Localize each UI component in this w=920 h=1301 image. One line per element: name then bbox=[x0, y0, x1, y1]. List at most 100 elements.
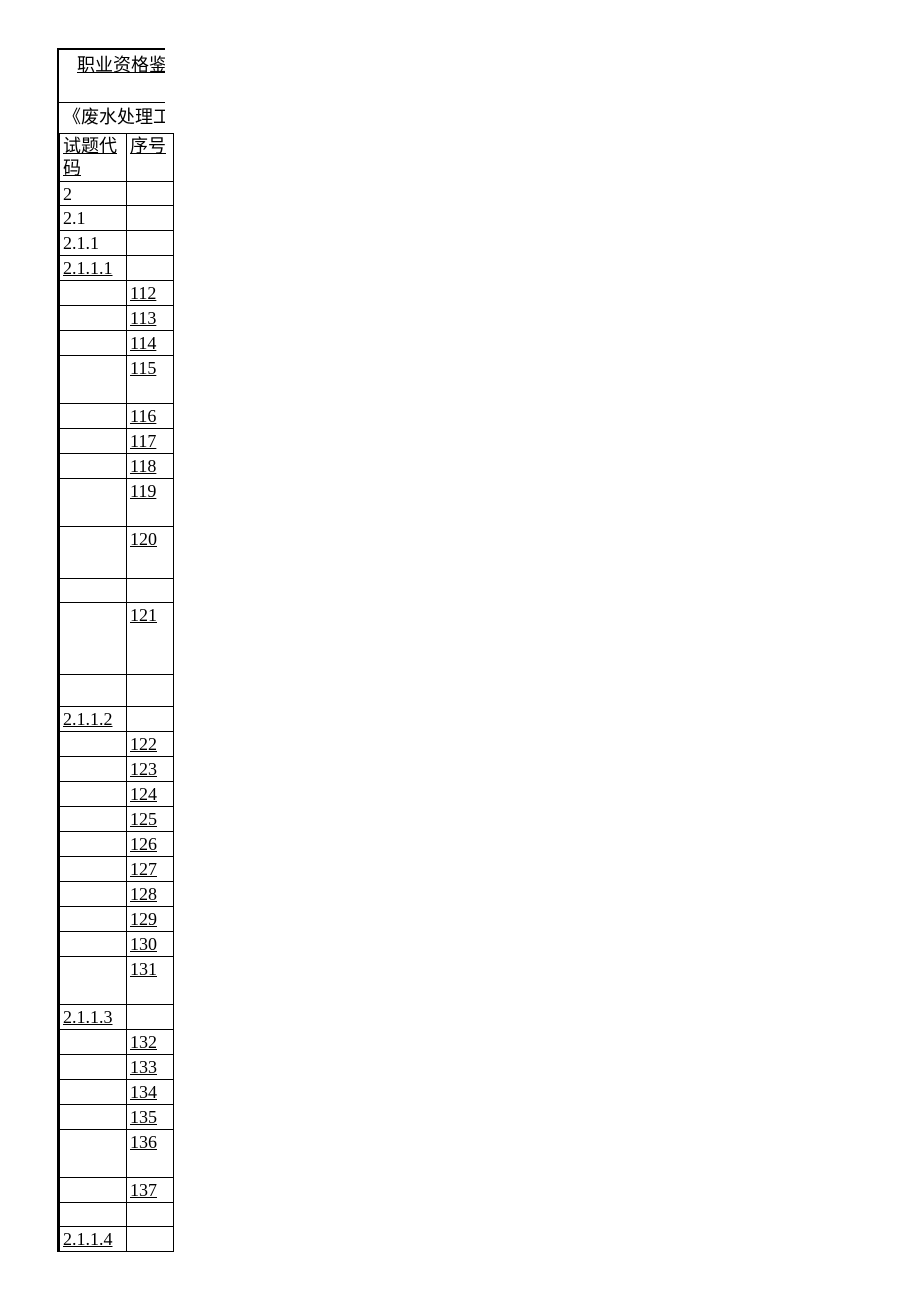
cell-seq: 121 bbox=[127, 603, 174, 675]
content-frame: 职业资格鉴 《废水处理工 试题代码 序号 22.12.1.12.1.1.1112… bbox=[57, 48, 165, 1252]
cell-code bbox=[60, 732, 127, 757]
table-row: 2.1.1.1 bbox=[60, 256, 174, 281]
cell-seq bbox=[127, 579, 174, 603]
table-row: 132 bbox=[60, 1030, 174, 1055]
cell-seq-text: 134 bbox=[130, 1082, 157, 1102]
cell-seq-text: 130 bbox=[130, 934, 157, 954]
table-row: 2.1.1.4 bbox=[60, 1227, 174, 1252]
col-header-seq-text: 序号 bbox=[130, 136, 166, 156]
cell-seq: 136 bbox=[127, 1130, 174, 1178]
cell-code bbox=[60, 882, 127, 907]
cell-code: 2.1.1.3 bbox=[60, 1005, 127, 1030]
cell-seq: 116 bbox=[127, 404, 174, 429]
table-row: 113 bbox=[60, 306, 174, 331]
cell-code bbox=[60, 907, 127, 932]
cell-seq: 128 bbox=[127, 882, 174, 907]
cell-seq: 132 bbox=[127, 1030, 174, 1055]
cell-code bbox=[60, 306, 127, 331]
table-row: 137 bbox=[60, 1178, 174, 1203]
cell-code bbox=[60, 479, 127, 527]
table-row: 129 bbox=[60, 907, 174, 932]
cell-code bbox=[60, 675, 127, 707]
cell-code bbox=[60, 782, 127, 807]
cell-code-text: 2.1.1.2 bbox=[63, 709, 113, 729]
cell-seq-text: 125 bbox=[130, 809, 157, 829]
table-row: 119 bbox=[60, 479, 174, 527]
col-header-code-text: 试题代码 bbox=[63, 136, 117, 178]
cell-seq: 117 bbox=[127, 429, 174, 454]
table-row: 114 bbox=[60, 331, 174, 356]
cell-seq: 114 bbox=[127, 331, 174, 356]
table-row: 2 bbox=[60, 182, 174, 206]
cell-seq-text: 131 bbox=[130, 959, 157, 979]
table-row: 135 bbox=[60, 1105, 174, 1130]
page-subtitle: 《废水处理工 bbox=[59, 102, 165, 133]
cell-seq-text: 127 bbox=[130, 859, 157, 879]
cell-seq: 115 bbox=[127, 356, 174, 404]
cell-seq-text: 115 bbox=[130, 358, 156, 378]
question-table: 试题代码 序号 22.12.1.12.1.1.11121131141151161… bbox=[59, 133, 174, 1252]
cell-seq-text: 116 bbox=[130, 406, 156, 426]
table-row: 124 bbox=[60, 782, 174, 807]
cell-code: 2.1.1.1 bbox=[60, 256, 127, 281]
cell-code: 2.1.1.2 bbox=[60, 707, 127, 732]
table-row: 127 bbox=[60, 857, 174, 882]
cell-code bbox=[60, 356, 127, 404]
cell-code bbox=[60, 857, 127, 882]
cell-code bbox=[60, 1178, 127, 1203]
question-table-body: 试题代码 序号 22.12.1.12.1.1.11121131141151161… bbox=[60, 134, 174, 1252]
cell-seq: 135 bbox=[127, 1105, 174, 1130]
cell-seq-text: 126 bbox=[130, 834, 157, 854]
table-row bbox=[60, 579, 174, 603]
table-row: 123 bbox=[60, 757, 174, 782]
table-row: 136 bbox=[60, 1130, 174, 1178]
cell-seq-text: 117 bbox=[130, 431, 156, 451]
table-row: 125 bbox=[60, 807, 174, 832]
document-page: 职业资格鉴 《废水处理工 试题代码 序号 22.12.1.12.1.1.1112… bbox=[0, 0, 920, 1301]
cell-seq-text: 123 bbox=[130, 759, 157, 779]
cell-code bbox=[60, 807, 127, 832]
cell-seq bbox=[127, 1227, 174, 1252]
table-row: 116 bbox=[60, 404, 174, 429]
cell-code bbox=[60, 331, 127, 356]
cell-seq: 123 bbox=[127, 757, 174, 782]
cell-seq: 124 bbox=[127, 782, 174, 807]
table-header-row: 试题代码 序号 bbox=[60, 134, 174, 182]
cell-seq bbox=[127, 231, 174, 256]
cell-code bbox=[60, 1105, 127, 1130]
cell-code-text: 2 bbox=[63, 184, 72, 204]
cell-seq-text: 119 bbox=[130, 481, 156, 501]
cell-seq: 120 bbox=[127, 527, 174, 579]
table-row: 126 bbox=[60, 832, 174, 857]
cell-seq: 131 bbox=[127, 957, 174, 1005]
cell-code bbox=[60, 1055, 127, 1080]
cell-code bbox=[60, 429, 127, 454]
cell-seq: 134 bbox=[127, 1080, 174, 1105]
table-row bbox=[60, 1203, 174, 1227]
cell-seq bbox=[127, 675, 174, 707]
cell-seq: 130 bbox=[127, 932, 174, 957]
cell-code: 2.1.1 bbox=[60, 231, 127, 256]
table-row: 133 bbox=[60, 1055, 174, 1080]
cell-seq-text: 118 bbox=[130, 456, 156, 476]
cell-code bbox=[60, 1080, 127, 1105]
cell-seq: 137 bbox=[127, 1178, 174, 1203]
table-row: 2.1.1.3 bbox=[60, 1005, 174, 1030]
table-row: 118 bbox=[60, 454, 174, 479]
cell-code bbox=[60, 404, 127, 429]
cell-seq: 122 bbox=[127, 732, 174, 757]
cell-seq: 127 bbox=[127, 857, 174, 882]
cell-seq-text: 124 bbox=[130, 784, 157, 804]
cell-seq: 118 bbox=[127, 454, 174, 479]
table-row: 121 bbox=[60, 603, 174, 675]
cell-seq: 126 bbox=[127, 832, 174, 857]
cell-code: 2.1 bbox=[60, 206, 127, 231]
cell-seq bbox=[127, 206, 174, 231]
cell-code: 2.1.1.4 bbox=[60, 1227, 127, 1252]
table-row: 2.1 bbox=[60, 206, 174, 231]
cell-seq: 113 bbox=[127, 306, 174, 331]
table-row: 2.1.1 bbox=[60, 231, 174, 256]
col-header-seq: 序号 bbox=[127, 134, 174, 182]
table-row: 117 bbox=[60, 429, 174, 454]
table-row: 122 bbox=[60, 732, 174, 757]
